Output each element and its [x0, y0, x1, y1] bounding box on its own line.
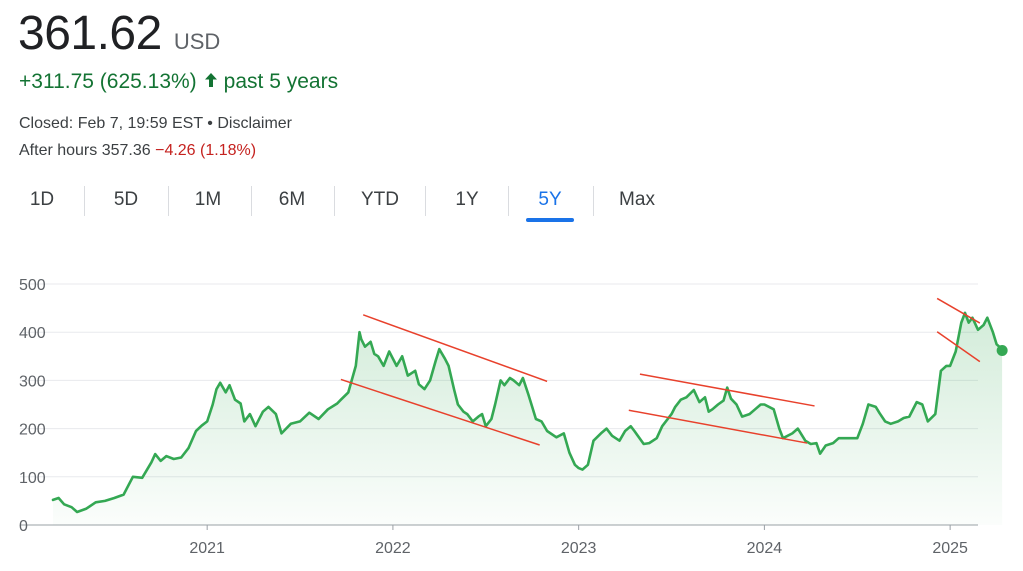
x-tick-label: 2022 [375, 540, 411, 557]
trendline [340, 378, 540, 446]
tab-divider [168, 186, 169, 216]
price-chart[interactable]: 0 100 200 300 400 500 2021 2022 2023 2024 2025 [0, 240, 1023, 571]
after-hours-info: After hours 357.36 −4.26 (1.18%) [19, 142, 256, 160]
up-arrow-icon [204, 70, 218, 94]
tab-1d[interactable]: 1D [20, 184, 64, 218]
y-axis: 0 100 200 300 400 500 [19, 277, 46, 535]
tab-label: 5Y [538, 189, 562, 210]
tab-divider [84, 186, 85, 216]
tab-divider [425, 186, 426, 216]
trendline [628, 409, 808, 444]
current-price: 361.62 [18, 7, 162, 60]
change-row: +311.75 (625.13%) past 5 years [19, 70, 338, 94]
y-tick-label: 500 [19, 277, 46, 294]
change-period: past 5 years [223, 70, 339, 93]
tab-label: Max [619, 189, 655, 210]
tab-label: 1D [29, 189, 55, 210]
trendline [936, 331, 981, 363]
tab-6m[interactable]: 6M [270, 184, 314, 218]
tab-max[interactable]: Max [612, 184, 662, 218]
tab-label: 5D [113, 189, 139, 210]
closed-info: Closed: Feb 7, 19:59 EST • Disclaimer [19, 115, 292, 133]
after-hours-price: After hours 357.36 [19, 142, 151, 159]
x-axis: 2021 2022 2023 2024 2025 [189, 525, 968, 557]
price-header: 361.62 USD [18, 6, 220, 62]
closed-time: Closed: Feb 7, 19:59 EST [19, 115, 203, 132]
chart-area-layer [53, 312, 1003, 525]
trendlines [340, 297, 981, 446]
tab-label: 1M [194, 189, 222, 210]
price-line [51, 311, 1004, 514]
tab-5y[interactable]: 5Y [526, 184, 574, 222]
separator-dot: • [207, 115, 213, 132]
current-price-marker [996, 345, 1008, 357]
trendline [936, 297, 981, 324]
price-area [53, 312, 1003, 525]
tab-label: 1Y [455, 189, 479, 210]
after-hours-change: −4.26 (1.18%) [155, 142, 257, 159]
currency-label: USD [173, 29, 221, 54]
y-tick-label: 0 [19, 518, 28, 535]
active-tab-indicator [526, 218, 574, 222]
tab-divider [334, 186, 335, 216]
trendline [362, 314, 548, 383]
tab-divider [508, 186, 509, 216]
tab-1y[interactable]: 1Y [445, 184, 489, 218]
tab-1m[interactable]: 1M [186, 184, 230, 218]
y-tick-label: 400 [19, 325, 46, 342]
tab-divider [593, 186, 594, 216]
y-tick-label: 200 [19, 422, 46, 439]
chart-line-layer [51, 311, 1004, 514]
current-marker-layer [996, 345, 1008, 357]
y-tick-label: 100 [19, 470, 46, 487]
x-tick-label: 2024 [747, 540, 783, 557]
x-tick-label: 2025 [932, 540, 968, 557]
tab-label: YTD [361, 189, 399, 210]
tab-5d[interactable]: 5D [104, 184, 148, 218]
price-change: +311.75 (625.13%) [19, 70, 197, 93]
disclaimer-link[interactable]: Disclaimer [217, 115, 292, 132]
x-tick-label: 2021 [189, 540, 225, 557]
trendline [639, 373, 815, 407]
x-tick-label: 2023 [561, 540, 597, 557]
tab-ytd[interactable]: YTD [356, 184, 404, 218]
tab-divider [251, 186, 252, 216]
tab-label: 6M [278, 189, 306, 210]
y-tick-label: 300 [19, 373, 46, 390]
